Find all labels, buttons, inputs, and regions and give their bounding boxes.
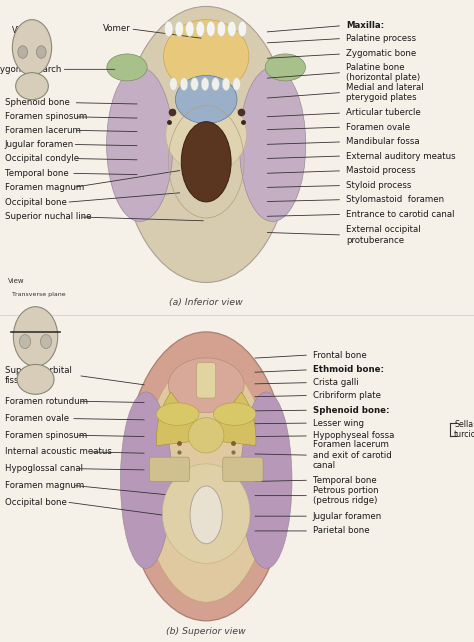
Text: (a) Inferior view: (a) Inferior view xyxy=(169,298,243,307)
Ellipse shape xyxy=(107,67,173,221)
Text: Foramen rotundum: Foramen rotundum xyxy=(5,397,88,406)
Ellipse shape xyxy=(17,365,54,394)
Text: Jugular foramen: Jugular foramen xyxy=(313,512,382,521)
Ellipse shape xyxy=(239,67,306,221)
Ellipse shape xyxy=(175,21,183,37)
FancyBboxPatch shape xyxy=(223,457,263,482)
Ellipse shape xyxy=(12,20,52,75)
Text: Frontal bone: Frontal bone xyxy=(313,351,366,360)
Text: External occipital
protuberance: External occipital protuberance xyxy=(346,225,420,245)
Ellipse shape xyxy=(180,78,188,91)
Text: External auditory meatus: External auditory meatus xyxy=(346,152,456,160)
Ellipse shape xyxy=(18,46,27,58)
Ellipse shape xyxy=(120,392,172,569)
Text: Entrance to carotid canal: Entrance to carotid canal xyxy=(346,210,455,219)
Text: Palatine bone
(horizontal plate): Palatine bone (horizontal plate) xyxy=(346,63,420,82)
Ellipse shape xyxy=(212,78,219,91)
Text: Styloid process: Styloid process xyxy=(346,181,411,190)
Text: Foramen spinosum: Foramen spinosum xyxy=(5,431,87,440)
Text: Maxilla:: Maxilla: xyxy=(346,21,384,30)
Text: Jugular foramen: Jugular foramen xyxy=(5,140,74,149)
Ellipse shape xyxy=(191,78,198,91)
Text: Temporal bone: Temporal bone xyxy=(313,476,376,485)
Text: Vomer: Vomer xyxy=(102,24,130,33)
Text: Medial and lateral
pterygoid plates: Medial and lateral pterygoid plates xyxy=(346,83,424,102)
Text: Foramen lacerum: Foramen lacerum xyxy=(5,126,81,135)
Text: Foramen magnum: Foramen magnum xyxy=(5,183,84,192)
Wedge shape xyxy=(156,392,206,446)
Ellipse shape xyxy=(107,54,147,81)
Ellipse shape xyxy=(168,358,244,412)
Ellipse shape xyxy=(162,464,250,564)
Text: Superior orbital
fissure: Superior orbital fissure xyxy=(5,366,72,385)
Ellipse shape xyxy=(36,46,46,58)
Ellipse shape xyxy=(201,78,209,91)
Text: Hypoglossal canal: Hypoglossal canal xyxy=(5,464,83,473)
Text: Hypophyseal fossa: Hypophyseal fossa xyxy=(313,431,394,440)
Text: Mastoid process: Mastoid process xyxy=(346,166,416,175)
Text: Zygomatic arch: Zygomatic arch xyxy=(0,65,62,74)
Ellipse shape xyxy=(217,21,226,37)
Ellipse shape xyxy=(196,21,205,37)
Ellipse shape xyxy=(121,6,292,282)
Text: Palatine process: Palatine process xyxy=(346,34,416,43)
Text: Superior nuchal line: Superior nuchal line xyxy=(5,213,91,221)
Text: Occipital bone: Occipital bone xyxy=(5,498,67,507)
Ellipse shape xyxy=(13,307,58,367)
Text: Sella
turcica: Sella turcica xyxy=(454,420,474,439)
Ellipse shape xyxy=(164,20,249,93)
Text: Sphenoid bone: Sphenoid bone xyxy=(5,98,70,107)
Text: Foramen ovale: Foramen ovale xyxy=(5,414,69,423)
Ellipse shape xyxy=(16,73,48,100)
Ellipse shape xyxy=(40,334,52,349)
Text: Mandibular fossa: Mandibular fossa xyxy=(346,137,419,146)
FancyBboxPatch shape xyxy=(197,363,216,398)
Text: Articular tubercle: Articular tubercle xyxy=(346,108,421,117)
Text: Ethmoid bone:: Ethmoid bone: xyxy=(313,365,384,374)
Text: Foramen magnum: Foramen magnum xyxy=(5,481,84,490)
Ellipse shape xyxy=(170,78,177,91)
Ellipse shape xyxy=(222,78,230,91)
Text: Lesser wing: Lesser wing xyxy=(313,419,364,428)
Text: Internal acoustic meatus: Internal acoustic meatus xyxy=(5,447,111,456)
Ellipse shape xyxy=(265,54,305,81)
Ellipse shape xyxy=(233,78,240,91)
Ellipse shape xyxy=(164,21,173,37)
Text: Transverse plane: Transverse plane xyxy=(12,291,65,297)
Ellipse shape xyxy=(166,96,246,173)
Ellipse shape xyxy=(124,332,288,621)
Ellipse shape xyxy=(190,486,222,544)
Ellipse shape xyxy=(213,403,256,426)
Ellipse shape xyxy=(241,392,292,569)
Text: (b) Superior view: (b) Superior view xyxy=(166,627,246,636)
Text: Petrous portion
(petrous ridge): Petrous portion (petrous ridge) xyxy=(313,486,378,505)
Ellipse shape xyxy=(207,21,215,37)
Ellipse shape xyxy=(238,21,246,37)
Text: Occipital condyle: Occipital condyle xyxy=(5,154,79,163)
Ellipse shape xyxy=(228,21,236,37)
Text: Cribriform plate: Cribriform plate xyxy=(313,391,381,400)
Text: Temporal bone: Temporal bone xyxy=(5,169,68,178)
Text: Foramen spinosum: Foramen spinosum xyxy=(5,112,87,121)
Text: Sphenoid bone:: Sphenoid bone: xyxy=(313,406,389,415)
Ellipse shape xyxy=(175,75,237,124)
Ellipse shape xyxy=(156,403,199,426)
Text: Zygomatic bone: Zygomatic bone xyxy=(346,49,416,58)
Text: Stylomastoid  foramen: Stylomastoid foramen xyxy=(346,195,444,204)
Text: View: View xyxy=(8,278,25,284)
FancyBboxPatch shape xyxy=(149,457,190,482)
Ellipse shape xyxy=(142,358,270,602)
Ellipse shape xyxy=(188,417,224,453)
Ellipse shape xyxy=(185,21,194,37)
Text: Foramen lacerum
and exit of carotid
canal: Foramen lacerum and exit of carotid cana… xyxy=(313,440,392,470)
Ellipse shape xyxy=(181,122,231,202)
Wedge shape xyxy=(206,392,256,446)
Ellipse shape xyxy=(19,334,31,349)
Text: Occipital bone: Occipital bone xyxy=(5,198,67,207)
Text: Foramen ovale: Foramen ovale xyxy=(346,123,410,132)
Text: View: View xyxy=(12,26,31,35)
Text: Parietal bone: Parietal bone xyxy=(313,526,369,535)
Text: Crista galli: Crista galli xyxy=(313,378,358,387)
